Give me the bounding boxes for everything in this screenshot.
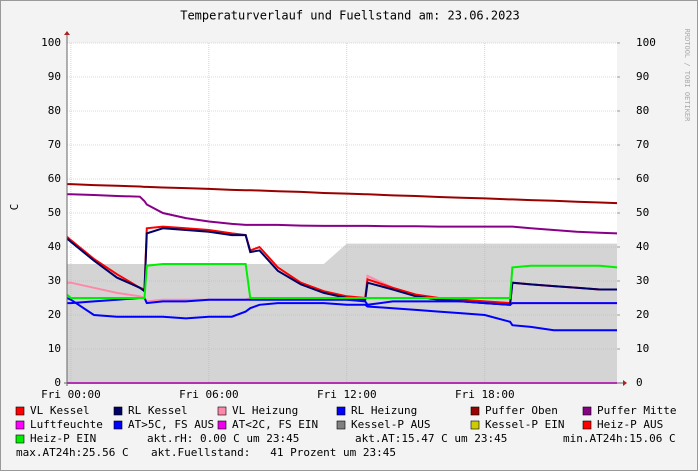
y2-tick-label: 50 <box>636 206 649 219</box>
x-tick-label: Fri 18:00 <box>455 388 515 401</box>
legend-swatch <box>15 406 25 416</box>
legend-swatch <box>113 406 123 416</box>
y-tick-label: 40 <box>48 240 61 253</box>
status-note: akt.AT:15.47 C um 23:45 <box>355 432 507 445</box>
legend-swatch <box>470 406 480 416</box>
legend-swatch <box>113 420 123 430</box>
legend-label: AT>5C, FS AUS <box>128 418 214 431</box>
legend-swatch <box>336 420 346 430</box>
y-tick-label: 30 <box>48 274 61 287</box>
y-tick-label: 0 <box>54 376 61 389</box>
legend-swatch <box>336 406 346 416</box>
y2-tick-label: 100 <box>636 36 656 49</box>
y-tick-label: 100 <box>41 36 61 49</box>
y-axis-label: C <box>8 204 21 211</box>
x-tick-label: Fri 12:00 <box>317 388 377 401</box>
y-tick-label: 80 <box>48 104 61 117</box>
y-tick-label: 50 <box>48 206 61 219</box>
y2-tick-label: 70 <box>636 138 649 151</box>
status-note: akt.rH: 0.00 C um 23:45 <box>147 432 299 445</box>
status-note: max.AT24h:25.56 C <box>16 446 129 459</box>
watermark: RRDTOOL / TOBI OETIKER <box>683 29 691 123</box>
y-tick-label: 20 <box>48 308 61 321</box>
level-area <box>67 243 617 383</box>
legend-swatch <box>15 420 25 430</box>
legend-swatch <box>470 420 480 430</box>
legend-label: RL Heizung <box>351 404 417 417</box>
y-tick-label: 60 <box>48 172 61 185</box>
y2-tick-label: 30 <box>636 274 649 287</box>
legend-swatch <box>582 420 592 430</box>
legend-label: Luftfeuchte <box>30 418 103 431</box>
legend-swatch <box>217 420 227 430</box>
legend-swatch <box>15 434 25 444</box>
x-tick-label: Fri 00:00 <box>41 388 101 401</box>
series-line <box>66 297 617 332</box>
y-tick-label: 10 <box>48 342 61 355</box>
y2-tick-label: 40 <box>636 240 649 253</box>
y-tick-label: 90 <box>48 70 61 83</box>
axis-arrow <box>64 31 70 35</box>
legend-label: RL Kessel <box>128 404 188 417</box>
y2-tick-label: 10 <box>636 342 649 355</box>
status-note: akt.Fuellstand: 41 Prozent um 23:45 <box>151 446 396 459</box>
legend-label: Heiz-P EIN <box>30 432 96 445</box>
x-tick-label: Fri 06:00 <box>179 388 239 401</box>
series-line <box>67 183 618 205</box>
legend-swatch <box>582 406 592 416</box>
legend-label: AT<2C, FS EIN <box>232 418 318 431</box>
legend-label: Kessel-P AUS <box>351 418 430 431</box>
y2-tick-label: 90 <box>636 70 649 83</box>
y2-tick-label: 80 <box>636 104 649 117</box>
y2-tick-label: 60 <box>636 172 649 185</box>
legend-label: Kessel-P EIN <box>485 418 564 431</box>
y2-tick-label: 0 <box>636 376 643 389</box>
series-line <box>66 263 618 299</box>
legend-label: Puffer Oben <box>485 404 558 417</box>
legend-label: VL Kessel <box>30 404 90 417</box>
y-tick-label: 70 <box>48 138 61 151</box>
y2-tick-label: 20 <box>636 308 649 321</box>
status-note: min.AT24h:15.06 C <box>563 432 676 445</box>
series-line <box>67 193 618 235</box>
legend-label: Puffer Mitte <box>597 404 676 417</box>
legend-label: Heiz-P AUS <box>597 418 663 431</box>
axis-arrow <box>623 380 627 386</box>
legend-label: VL Heizung <box>232 404 298 417</box>
legend-swatch <box>217 406 227 416</box>
chart-title: Temperaturverlauf und Fuellstand am: 23.… <box>180 9 520 23</box>
